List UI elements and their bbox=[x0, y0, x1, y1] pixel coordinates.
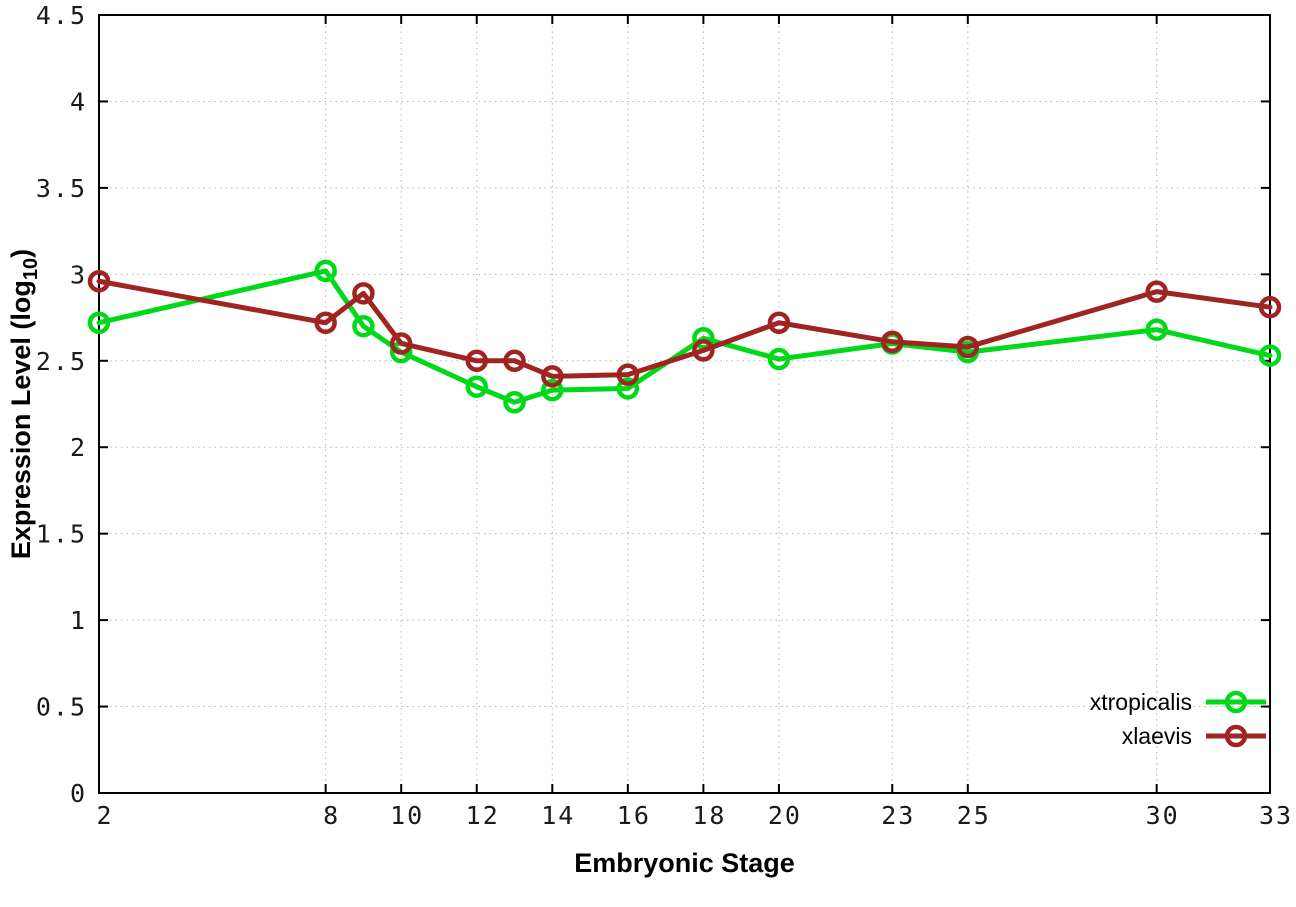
series-xtropicalis bbox=[87, 259, 1282, 414]
x-tick-label: 14 bbox=[541, 801, 575, 830]
x-axis-title: Embryonic Stage bbox=[574, 848, 795, 878]
y-tick-label: 0 bbox=[70, 779, 87, 808]
data-point-xlaevis bbox=[541, 365, 564, 388]
y-tick-label: 3 bbox=[70, 260, 87, 289]
y-tick-label: 1.5 bbox=[36, 520, 87, 549]
series-xlaevis bbox=[87, 269, 1282, 388]
x-tick-label: 23 bbox=[881, 801, 915, 830]
data-point-xtropicalis bbox=[541, 378, 564, 402]
x-tick-label: 33 bbox=[1259, 801, 1293, 830]
legend-entry-xtropicalis: xtropicalis bbox=[1090, 689, 1266, 715]
data-point-xtropicalis bbox=[692, 327, 715, 350]
data-point-xlaevis bbox=[881, 330, 904, 354]
data-point-xlaevis bbox=[692, 339, 715, 362]
y-tick-label: 2.5 bbox=[36, 347, 87, 376]
y-axis-title: Expression Level (log10) bbox=[6, 249, 42, 559]
data-point-xlaevis bbox=[956, 335, 980, 359]
y-tick-label: 3.5 bbox=[36, 174, 87, 203]
legend-marker-sample bbox=[1224, 690, 1248, 714]
x-tick-label: 12 bbox=[466, 801, 500, 830]
x-tick-label: 18 bbox=[692, 801, 726, 830]
data-point-xlaevis bbox=[1258, 295, 1282, 319]
data-point-xtropicalis bbox=[314, 259, 337, 283]
data-point-xtropicalis bbox=[616, 377, 640, 400]
data-point-xtropicalis bbox=[465, 375, 488, 398]
data-point-xlaevis bbox=[389, 332, 413, 355]
data-point-xlaevis bbox=[616, 363, 640, 386]
x-tick-label: 10 bbox=[390, 801, 424, 830]
data-point-xtropicalis bbox=[1258, 344, 1282, 367]
y-tick-label: 4 bbox=[70, 87, 87, 116]
legend: xtropicalis xlaevis bbox=[1090, 689, 1266, 749]
data-point-xtropicalis bbox=[1145, 318, 1168, 341]
x-tick-label: 25 bbox=[957, 801, 991, 830]
x-tick-label: 20 bbox=[768, 801, 802, 830]
legend-label-xtropicalis: xtropicalis bbox=[1090, 689, 1192, 715]
data-point-xlaevis bbox=[87, 269, 111, 293]
data-point-xlaevis bbox=[767, 311, 791, 334]
plot-border bbox=[98, 14, 1271, 794]
y-tick-label: 1 bbox=[70, 606, 87, 635]
x-tick-labels: 2 8 10 12 14 16 18 20 23 25 30 33 bbox=[96, 801, 1293, 830]
data-point-xtropicalis bbox=[767, 347, 791, 371]
y-tick-labels: 0 0.5 1 1.5 2 2.5 3 3.5 4 4.5 bbox=[36, 1, 87, 808]
legend-label-xlaevis: xlaevis bbox=[1122, 723, 1192, 749]
y-tick-label: 2 bbox=[70, 433, 87, 462]
data-point-xlaevis bbox=[352, 282, 375, 305]
legend-entry-xlaevis: xlaevis bbox=[1122, 723, 1266, 749]
data-point-xlaevis bbox=[1145, 280, 1168, 303]
x-tick-label: 8 bbox=[323, 801, 340, 830]
x-tick-label: 16 bbox=[617, 801, 651, 830]
x-tick-label: 2 bbox=[96, 801, 113, 830]
data-point-xlaevis bbox=[503, 349, 526, 373]
x-tick-label: 30 bbox=[1146, 801, 1180, 830]
data-point-xlaevis bbox=[465, 349, 488, 373]
y-tick-label: 0.5 bbox=[36, 693, 87, 722]
data-point-xtropicalis bbox=[87, 311, 111, 334]
data-point-xtropicalis bbox=[503, 391, 526, 414]
y-tick-label: 4.5 bbox=[36, 1, 87, 30]
data-point-xtropicalis bbox=[352, 314, 375, 338]
data-point-xlaevis bbox=[314, 311, 337, 334]
legend-marker-sample bbox=[1224, 724, 1248, 748]
